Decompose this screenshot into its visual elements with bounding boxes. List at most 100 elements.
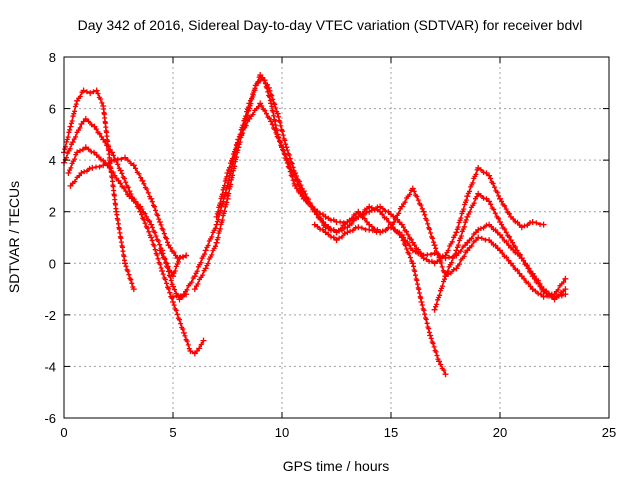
data-point-marker xyxy=(93,87,100,94)
sample-marker xyxy=(401,224,406,230)
sample-marker xyxy=(164,236,169,242)
sample-marker xyxy=(162,256,168,262)
sample-marker xyxy=(448,270,454,276)
sample-marker xyxy=(510,216,516,222)
sample-marker xyxy=(110,169,116,175)
sample-marker xyxy=(263,111,269,117)
data-point-marker xyxy=(159,268,166,274)
series-track-4 xyxy=(67,154,190,262)
sample-marker xyxy=(97,164,103,170)
sample-marker xyxy=(339,234,345,240)
sample-marker xyxy=(72,179,78,185)
sample-marker xyxy=(532,288,538,294)
sample-marker xyxy=(68,120,74,126)
sample-marker xyxy=(255,104,261,110)
data-point-marker xyxy=(453,229,460,236)
sample-marker xyxy=(117,180,123,186)
sample-marker xyxy=(125,157,131,163)
sample-marker xyxy=(314,224,320,229)
data-point-marker xyxy=(65,170,72,176)
tick-layer: 0 5 10 15 20 25 -6 -4 -2 0 2 4 6 8 xyxy=(44,50,616,440)
sample-marker xyxy=(84,168,90,174)
sample-marker xyxy=(89,122,95,128)
data-point-marker xyxy=(551,293,558,300)
data-point-marker xyxy=(442,255,449,262)
sample-marker xyxy=(479,235,485,241)
sample-marker xyxy=(96,154,102,160)
sample-marker xyxy=(350,228,356,234)
sample-marker xyxy=(481,225,487,231)
sample-marker xyxy=(506,258,512,264)
sample-marker xyxy=(147,232,153,238)
data-point-marker xyxy=(420,208,427,215)
sample-marker xyxy=(461,206,467,212)
sample-marker xyxy=(495,215,501,221)
series-track-10 xyxy=(156,247,190,280)
sample-marker xyxy=(379,211,385,217)
sample-marker xyxy=(67,146,73,152)
data-point-marker xyxy=(431,250,438,256)
sample-marker xyxy=(87,165,93,171)
sample-marker xyxy=(200,272,206,278)
sample-marker xyxy=(156,216,162,222)
sample-marker xyxy=(226,191,232,197)
sample-marker xyxy=(291,181,297,187)
sample-marker xyxy=(149,199,155,205)
series-track-6 xyxy=(191,74,547,293)
sample-marker xyxy=(483,196,489,202)
plot-frame xyxy=(63,56,610,419)
sample-marker xyxy=(517,222,523,228)
sample-marker xyxy=(494,189,500,195)
data-point-marker xyxy=(202,247,209,254)
sample-marker xyxy=(171,302,177,308)
sample-marker xyxy=(125,268,131,274)
sample-marker xyxy=(440,283,445,289)
data-point-marker xyxy=(431,306,438,313)
sample-marker xyxy=(380,206,386,211)
sample-marker xyxy=(173,253,179,258)
y-tick-label: -6 xyxy=(44,411,56,426)
sample-marker xyxy=(157,242,163,248)
sample-marker xyxy=(433,349,439,355)
sample-marker xyxy=(434,353,440,358)
sample-marker xyxy=(106,155,112,161)
data-point-marker xyxy=(540,293,547,300)
sample-marker xyxy=(353,211,359,217)
sample-marker xyxy=(413,249,418,255)
sample-marker xyxy=(273,105,279,111)
sample-marker xyxy=(252,85,258,91)
sample-marker xyxy=(353,216,359,222)
sample-marker xyxy=(235,147,241,153)
data-point-marker xyxy=(156,247,163,254)
sample-marker xyxy=(227,165,232,171)
sample-marker xyxy=(488,201,494,207)
sample-marker xyxy=(73,101,79,107)
sample-marker xyxy=(560,288,566,294)
sample-marker xyxy=(271,113,277,119)
sample-marker xyxy=(424,217,430,223)
sample-marker xyxy=(152,204,157,210)
sample-marker xyxy=(493,227,499,233)
sample-marker xyxy=(467,209,473,215)
sample-marker xyxy=(180,326,186,332)
sample-marker xyxy=(269,121,275,127)
sample-marker xyxy=(264,82,270,88)
sample-marker xyxy=(215,235,221,241)
series-track-3 xyxy=(65,144,190,303)
y-tick-label: 8 xyxy=(49,50,56,65)
sample-marker xyxy=(470,180,476,186)
sample-marker xyxy=(483,222,489,228)
sample-marker xyxy=(270,96,276,102)
sample-marker xyxy=(232,163,238,169)
sample-marker xyxy=(219,217,225,223)
sample-marker xyxy=(455,224,461,230)
data-point-marker xyxy=(163,260,170,267)
sample-marker xyxy=(65,134,71,140)
sample-marker xyxy=(463,197,469,203)
sample-marker xyxy=(102,139,108,145)
sample-marker xyxy=(62,146,68,152)
sample-marker xyxy=(549,291,555,297)
data-point-marker xyxy=(431,242,438,249)
